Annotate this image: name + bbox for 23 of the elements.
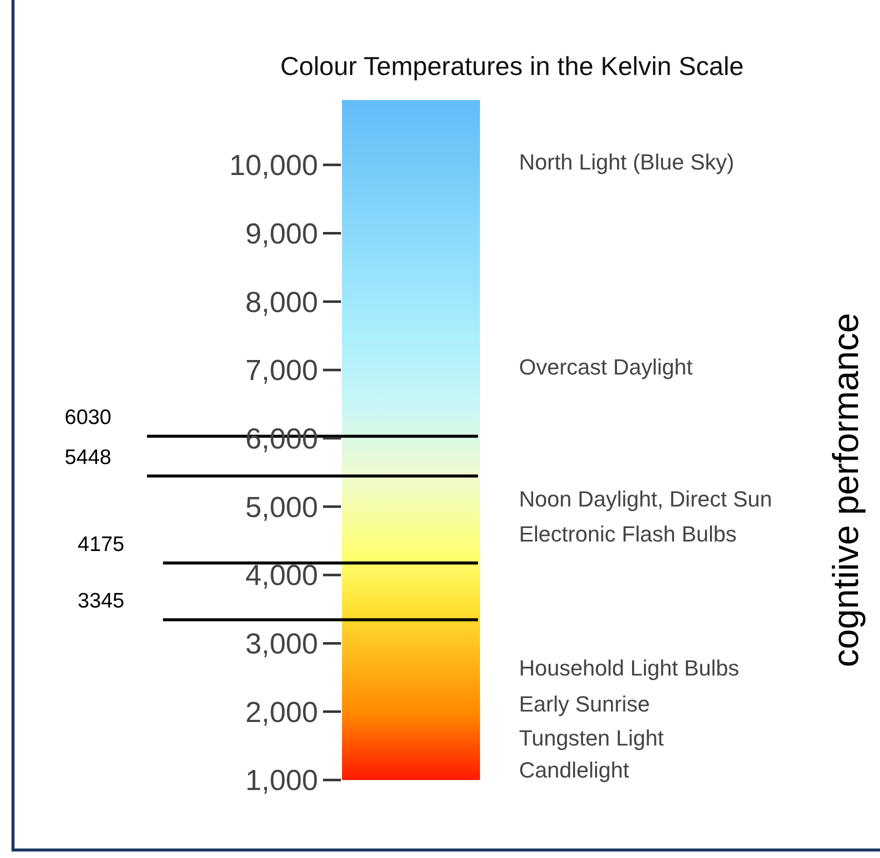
text: Household Light Bulbs (519, 656, 740, 681)
y-tick-label: 7,000 (245, 355, 318, 388)
y-tick-label: 4,000 (245, 560, 318, 592)
y-tick-label: 3,000 (245, 628, 318, 660)
y-tick-label: 1,000 (245, 765, 318, 798)
y-tick-label: 10,000 (229, 150, 318, 182)
text: cogntiive performance (825, 312, 866, 668)
ref-line-label: 6030 (64, 406, 112, 430)
ref-line-label: 5448 (64, 446, 112, 470)
text: Electronic Flash Bulbs (519, 522, 737, 547)
chart-title: Colour Temperatures in the Kelvin Scale (280, 51, 744, 81)
y-tick-label: 2,000 (245, 696, 318, 729)
ref-line-label: 3345 (78, 590, 124, 613)
ref-line-label: 4175 (78, 533, 124, 556)
text: Noon Daylight, Direct Sun (519, 486, 772, 512)
y-tick-label: 8,000 (245, 286, 318, 319)
text: Early Sunrise (519, 692, 650, 717)
text: Overcast Daylight (519, 354, 693, 380)
y-tick-label: 9,000 (245, 218, 318, 250)
text: North Light (Blue Sky) (519, 150, 734, 175)
text: Tungsten Light (519, 726, 664, 751)
text: Candlelight (519, 758, 630, 783)
y-tick-label: 5,000 (245, 492, 318, 524)
